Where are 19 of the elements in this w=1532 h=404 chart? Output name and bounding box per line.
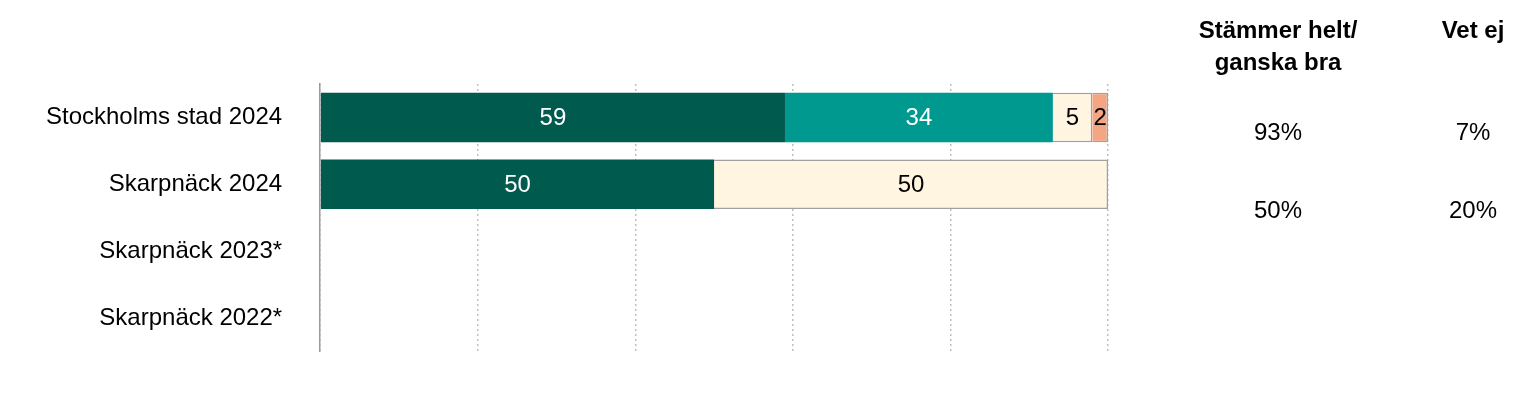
text: 50%	[1252, 195, 1303, 225]
y-tick-label: Skarpnäck 2024	[108, 168, 283, 196]
y-tick-label: Skarpnäck 2022*	[99, 302, 283, 330]
y-tick-label: Stockholms stad 2024	[45, 102, 283, 130]
data-label: 2	[1093, 103, 1107, 131]
bar	[320, 92, 785, 143]
text: 20%	[1447, 195, 1498, 225]
data-label: 5	[1065, 103, 1080, 131]
text: 93%	[1252, 117, 1303, 147]
data-label: 50	[504, 169, 531, 197]
data-label: 50	[897, 169, 925, 197]
text: 7%	[1454, 117, 1492, 147]
data-label: 34	[905, 103, 933, 131]
text: Stämmer helt/ ganska bra	[1197, 15, 1359, 77]
y-tick-label: Skarpnäck 2023*	[99, 235, 283, 263]
data-label: 59	[539, 103, 567, 131]
text: Vet ej	[1440, 15, 1506, 45]
bar	[784, 92, 1053, 143]
bar	[320, 159, 715, 210]
